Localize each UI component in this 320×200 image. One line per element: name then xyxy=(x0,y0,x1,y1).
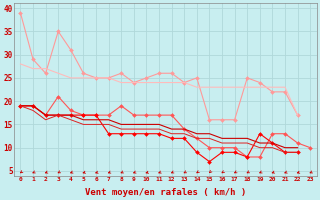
X-axis label: Vent moyen/en rafales ( km/h ): Vent moyen/en rafales ( km/h ) xyxy=(85,188,246,197)
